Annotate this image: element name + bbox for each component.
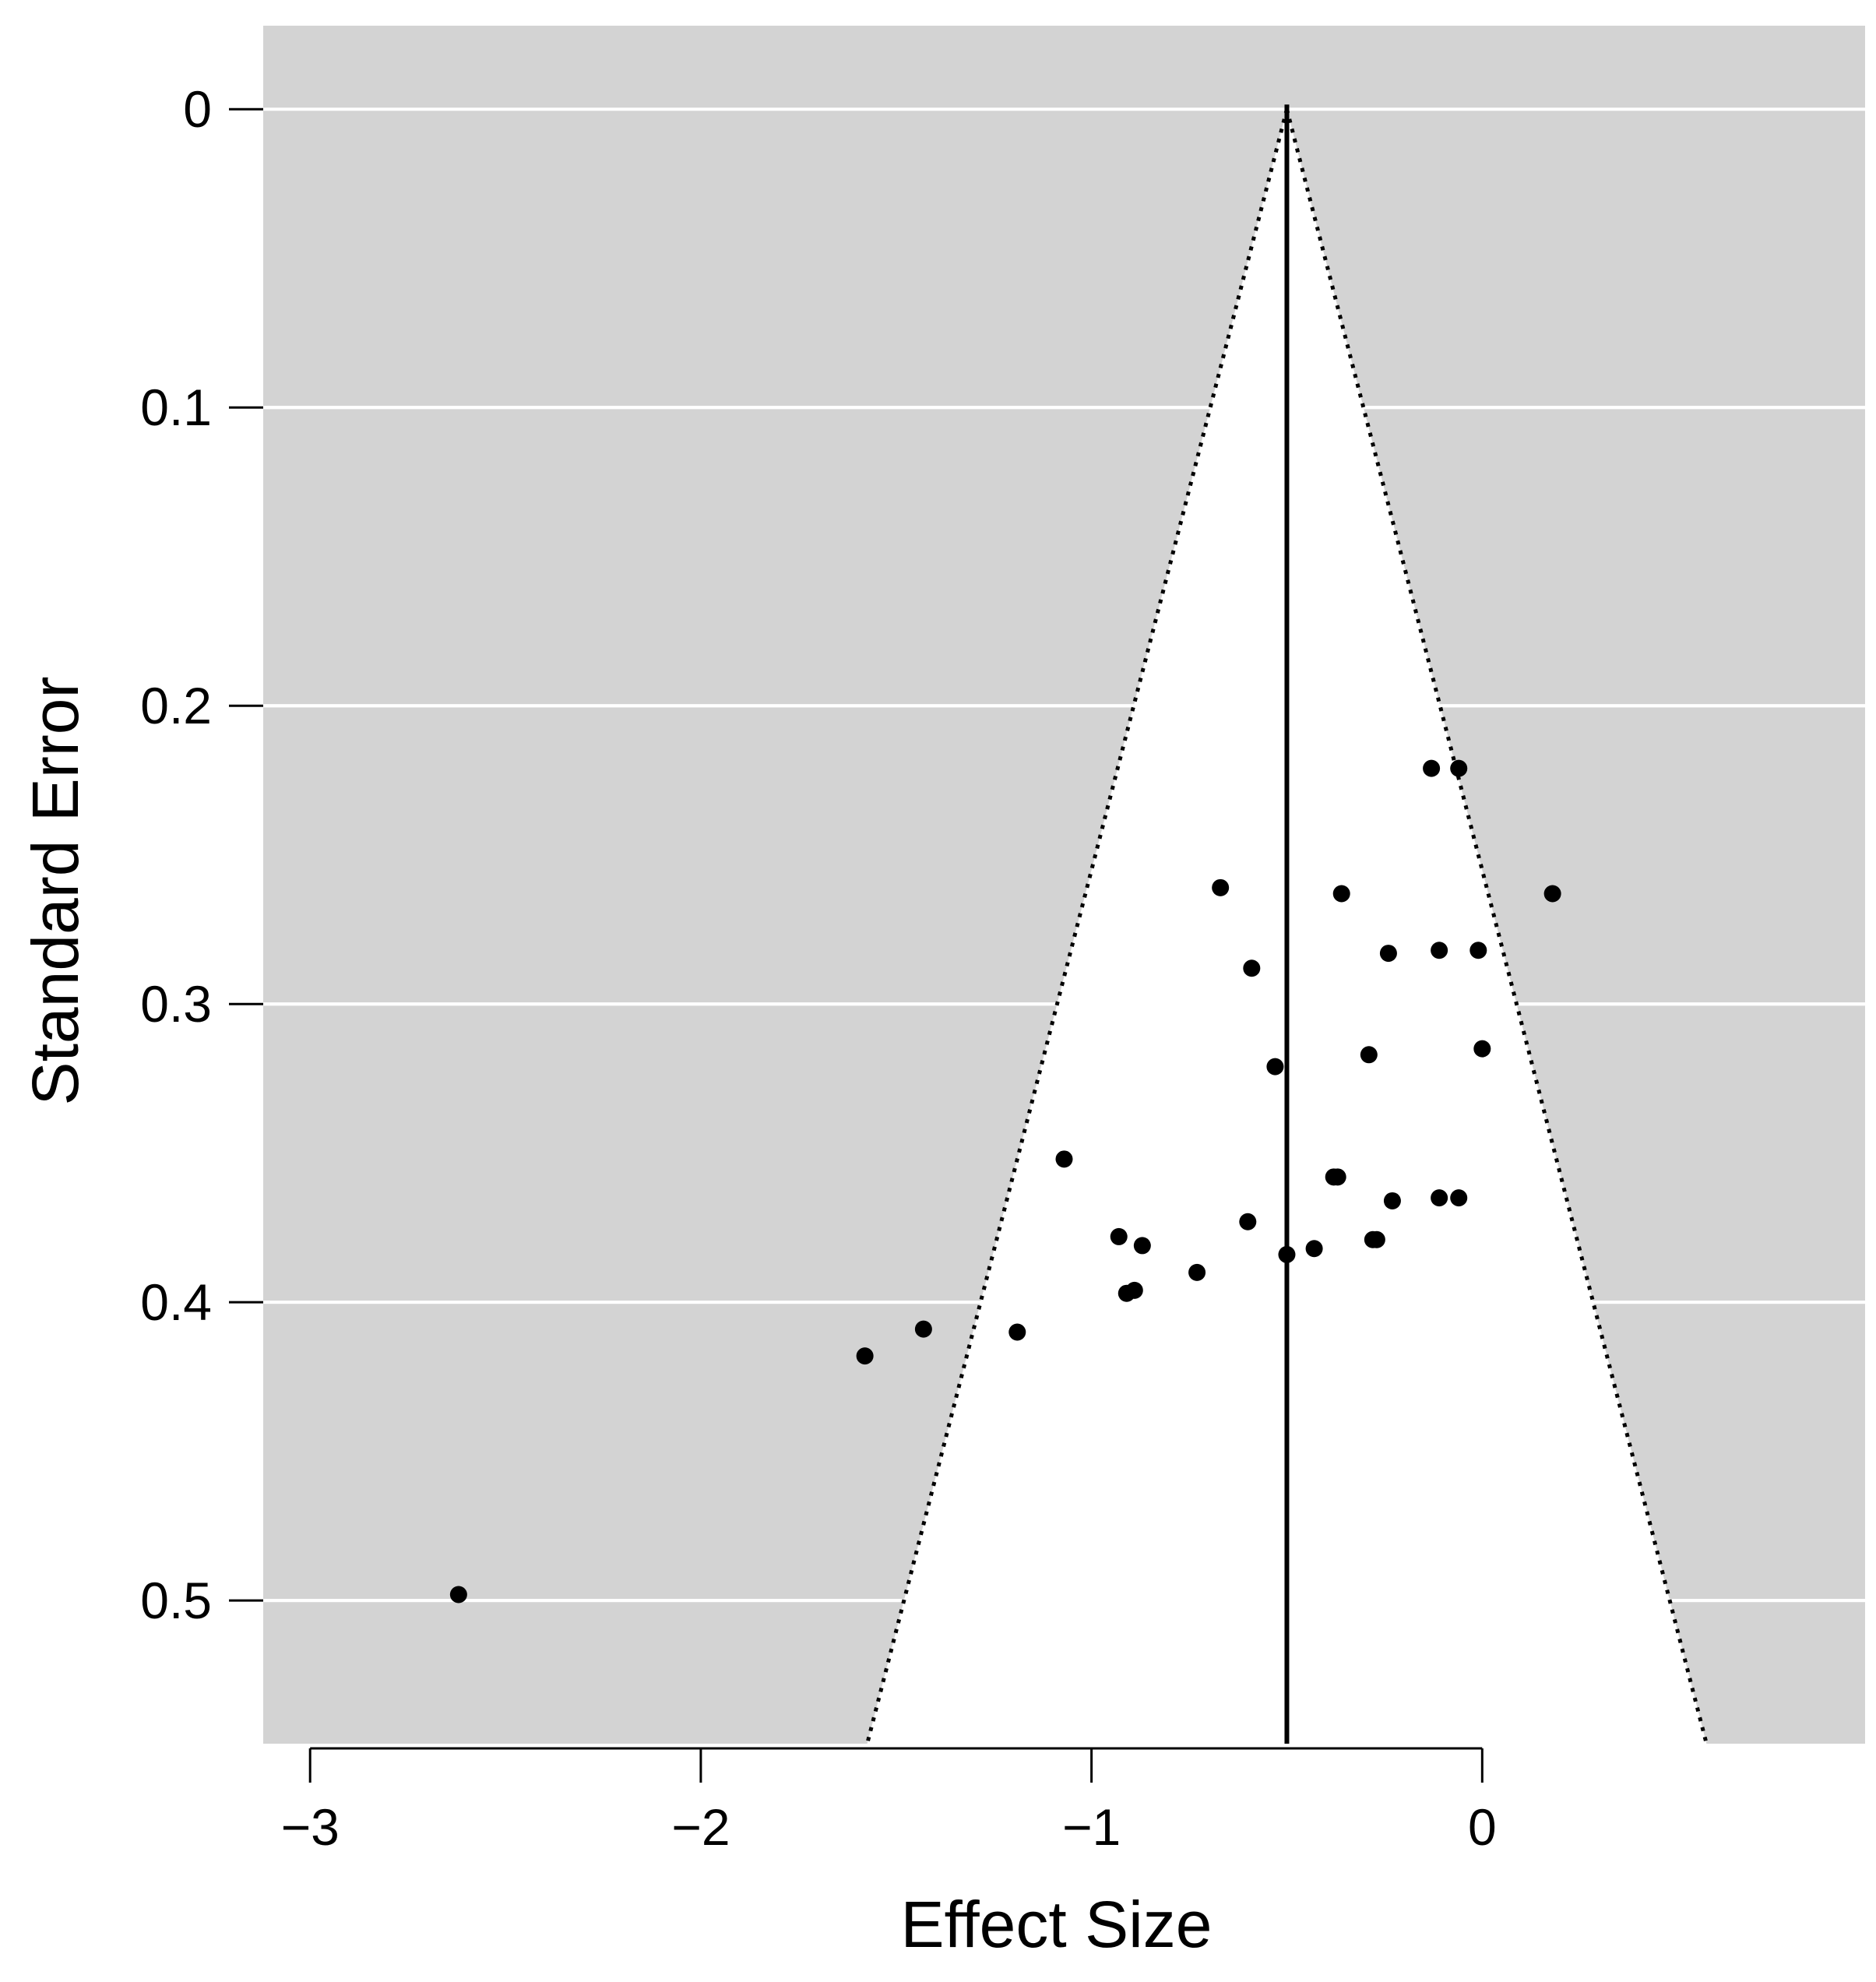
x-tick-label: −2 (671, 1798, 730, 1856)
data-point (1423, 759, 1441, 777)
data-point (1383, 1192, 1401, 1209)
data-point (1332, 885, 1350, 903)
x-tick-label: −1 (1062, 1798, 1121, 1856)
y-tick-label: 0 (183, 80, 212, 138)
data-point (1360, 1046, 1378, 1064)
data-point (1278, 1245, 1296, 1263)
y-axis: 0 0.1 0.2 0.3 0.4 0.5 (140, 80, 263, 1629)
data-point (449, 1586, 467, 1604)
data-point (1305, 1240, 1323, 1258)
data-point (1473, 1040, 1491, 1058)
funnel-left-boundary (865, 108, 1289, 1744)
x-tick-label: 0 (1468, 1798, 1497, 1856)
data-point (1367, 1230, 1385, 1248)
data-point (1266, 1058, 1284, 1075)
data-point (1450, 759, 1468, 777)
y-axis-title: Standard Error (19, 677, 92, 1106)
data-point (914, 1320, 932, 1338)
data-point (1431, 1189, 1448, 1207)
data-point (1110, 1227, 1128, 1245)
data-point (1543, 885, 1561, 903)
data-point (1450, 1189, 1468, 1207)
funnel-right-boundary (1285, 108, 1709, 1744)
gridlines-outside-funnel (263, 406, 1865, 1603)
data-point (1239, 1213, 1257, 1230)
x-tick-label: −3 (281, 1798, 340, 1856)
data-point (856, 1347, 874, 1365)
data-point (1431, 942, 1448, 959)
data-point (1133, 1237, 1151, 1255)
data-point (1188, 1263, 1206, 1281)
data-point (1329, 1168, 1346, 1186)
y-tick-label: 0.4 (140, 1273, 212, 1331)
y-tick-label: 0.3 (140, 975, 212, 1033)
data-point (1469, 942, 1487, 959)
data-point (1243, 959, 1261, 977)
x-axis-title: Effect Size (901, 1888, 1213, 1961)
data-point (1379, 945, 1397, 963)
data-points (449, 759, 1561, 1604)
data-point (1008, 1323, 1026, 1341)
y-tick-label: 0.2 (140, 677, 212, 734)
x-axis: −3 −2 −1 0 (281, 1747, 1497, 1856)
data-point (1125, 1281, 1143, 1299)
y-tick-label: 0.1 (140, 378, 212, 436)
y-tick-label: 0.5 (140, 1572, 212, 1629)
data-point (1055, 1150, 1073, 1168)
data-point (1212, 878, 1230, 896)
